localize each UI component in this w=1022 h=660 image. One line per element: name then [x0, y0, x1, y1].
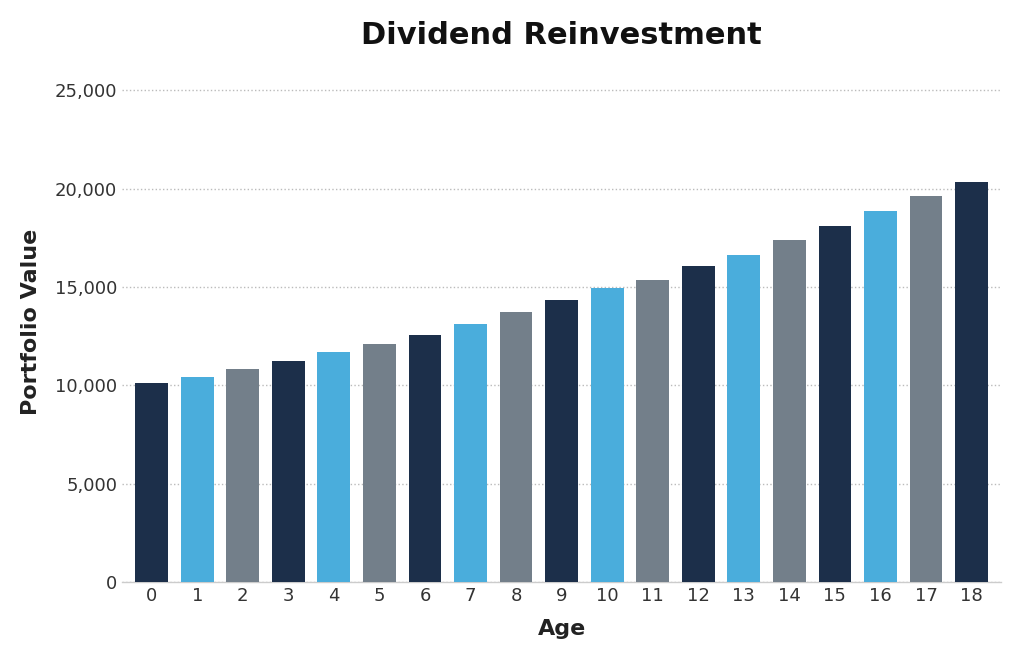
Bar: [819, 226, 851, 582]
Bar: [728, 255, 760, 582]
Bar: [682, 267, 714, 582]
Bar: [956, 182, 988, 582]
Bar: [318, 352, 351, 582]
Bar: [500, 312, 532, 582]
Bar: [227, 369, 260, 582]
Bar: [910, 197, 942, 582]
Bar: [454, 325, 486, 582]
Y-axis label: Portfolio Value: Portfolio Value: [20, 228, 41, 414]
Bar: [773, 240, 805, 582]
Bar: [545, 300, 578, 582]
Bar: [363, 344, 396, 582]
Title: Dividend Reinvestment: Dividend Reinvestment: [361, 21, 762, 50]
Bar: [591, 288, 623, 582]
Bar: [272, 361, 305, 582]
X-axis label: Age: Age: [538, 619, 586, 639]
Bar: [864, 211, 897, 582]
Bar: [409, 335, 442, 582]
Bar: [181, 377, 214, 582]
Bar: [135, 383, 168, 582]
Bar: [637, 280, 669, 582]
